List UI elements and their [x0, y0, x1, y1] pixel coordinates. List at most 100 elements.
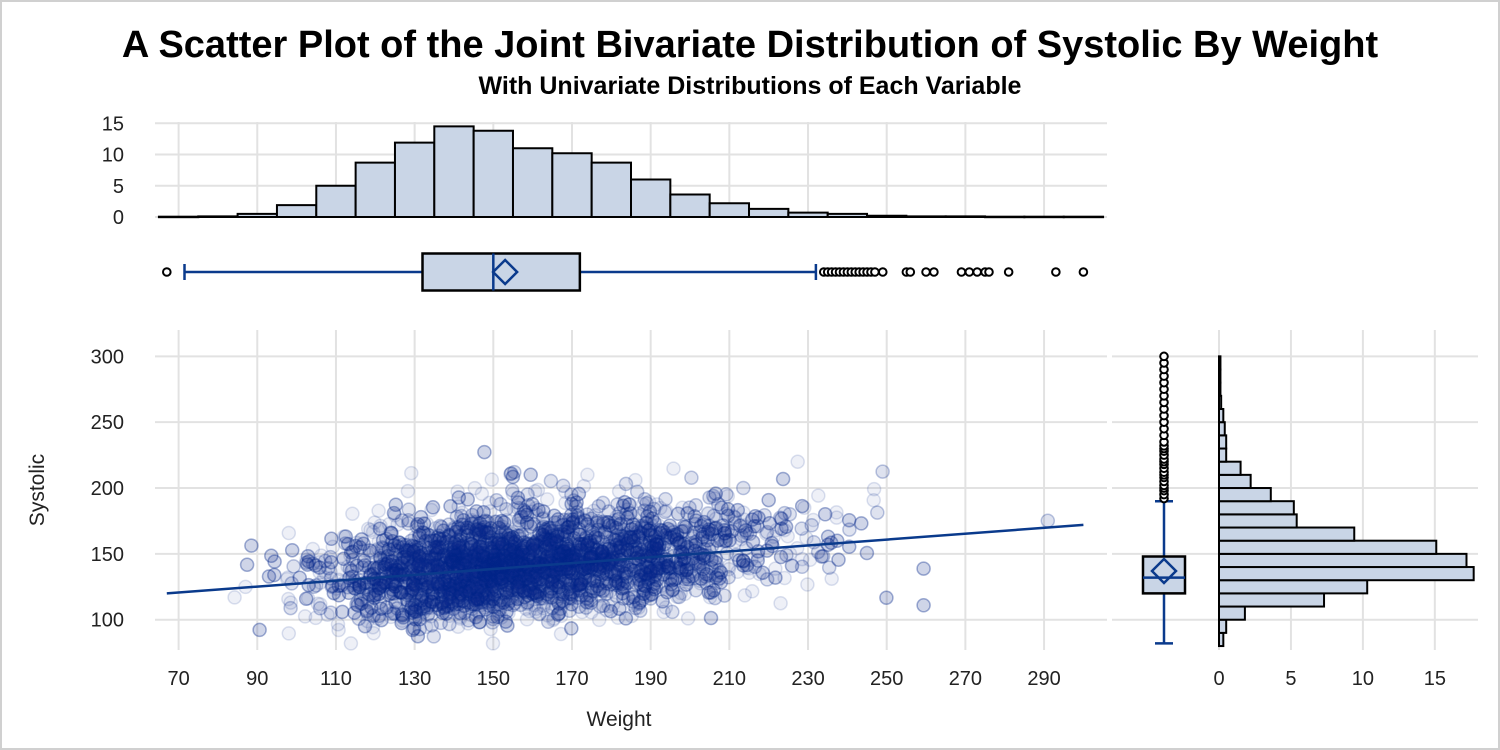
scatter-point [634, 535, 649, 551]
scatter-point [564, 597, 579, 612]
scatter-point [313, 597, 328, 612]
scatter-point [607, 567, 622, 583]
scatter-point [461, 592, 477, 608]
scatter-point [646, 568, 662, 584]
scatter-point [420, 553, 435, 568]
scatter-point [685, 538, 701, 553]
scatter-point [580, 467, 595, 483]
scatter-point [736, 480, 751, 496]
scatter-point [359, 580, 374, 595]
scatter-point [424, 502, 439, 518]
scatter-point [561, 541, 577, 557]
scatter-point [267, 567, 282, 583]
scatter-point [455, 537, 471, 552]
scatter-point [617, 574, 633, 589]
scatter-point [404, 592, 420, 608]
scatter-point [453, 585, 469, 601]
scatter-point [622, 496, 638, 512]
scatter-point [508, 542, 524, 558]
scatter-point [538, 549, 554, 565]
scatter-point [476, 594, 491, 610]
scatter-point [536, 598, 551, 613]
scatter-point [700, 533, 716, 548]
scatter-point [611, 522, 627, 537]
scatter-point [503, 565, 518, 580]
scatter-point [476, 542, 492, 557]
scatter-point [394, 552, 410, 568]
scatter-point [688, 555, 704, 571]
scatter-point [671, 561, 687, 576]
scatter-point [281, 591, 296, 607]
scatter-point [632, 521, 648, 536]
scatter-point [414, 575, 429, 591]
scatter-point [657, 504, 673, 520]
scatter-point [312, 555, 327, 570]
scatter-point [549, 566, 564, 582]
scatter-point [744, 584, 760, 599]
scatter-point [645, 511, 660, 526]
scatter-point [548, 565, 564, 580]
scatter-point [620, 502, 635, 517]
scatter-point [505, 486, 521, 502]
scatter-point [549, 598, 564, 614]
scatter-point [530, 547, 545, 563]
scatter-point [456, 541, 471, 557]
scatter-point [485, 548, 501, 564]
scatter-point [530, 482, 546, 498]
scatter-point [408, 543, 424, 558]
scatter-point [432, 551, 448, 567]
scatter-point [558, 528, 574, 543]
scatter-point [476, 577, 492, 593]
scatter-point [487, 581, 503, 596]
scatter-point [476, 583, 492, 598]
scatter-point [503, 590, 518, 606]
scatter-point [227, 590, 242, 605]
scatter-point [498, 543, 514, 559]
scatter-point [477, 521, 493, 537]
scatter-point [372, 548, 388, 564]
scatter-point [573, 582, 589, 598]
scatter-point [434, 535, 450, 551]
scatter-point [471, 605, 487, 620]
scatter-point [416, 605, 431, 620]
scatter-point [730, 564, 745, 580]
scatter-point [643, 535, 658, 551]
scatter-point [677, 563, 692, 578]
scatter-point [543, 521, 558, 536]
scatter-point [395, 613, 410, 629]
scatter-point [388, 497, 404, 512]
scatter-point [797, 500, 812, 515]
scatter-point [583, 521, 599, 537]
scatter-point [409, 594, 425, 610]
scatter-point [497, 551, 512, 567]
scatter-point [703, 610, 719, 626]
scatter-point [666, 461, 681, 476]
scatter-point [518, 567, 533, 582]
scatter-point [691, 559, 707, 575]
scatter-point [340, 559, 355, 575]
scatter-point [768, 561, 783, 576]
scatter-point [535, 527, 551, 543]
scatter-point [553, 608, 569, 624]
scatter-point [484, 556, 499, 572]
scatter-point [474, 524, 490, 540]
scatter-point [411, 554, 426, 570]
scatter-point [411, 525, 427, 540]
scatter-point [811, 488, 826, 503]
scatter-point [550, 515, 566, 530]
scatter-point [769, 522, 784, 538]
scatter-point [452, 538, 468, 554]
scatter-point [630, 573, 645, 588]
scatter-point [484, 472, 500, 487]
scatter-point [281, 525, 297, 541]
scatter-point [461, 553, 477, 568]
scatter-point [599, 514, 615, 530]
scatter-point [523, 467, 538, 483]
scatter-point [412, 541, 428, 557]
scatter-point [514, 542, 529, 558]
scatter-point [435, 584, 451, 600]
scatter-point [534, 578, 550, 593]
scatter-point [592, 566, 607, 581]
scatter-point [511, 546, 527, 561]
scatter-point [451, 538, 466, 554]
